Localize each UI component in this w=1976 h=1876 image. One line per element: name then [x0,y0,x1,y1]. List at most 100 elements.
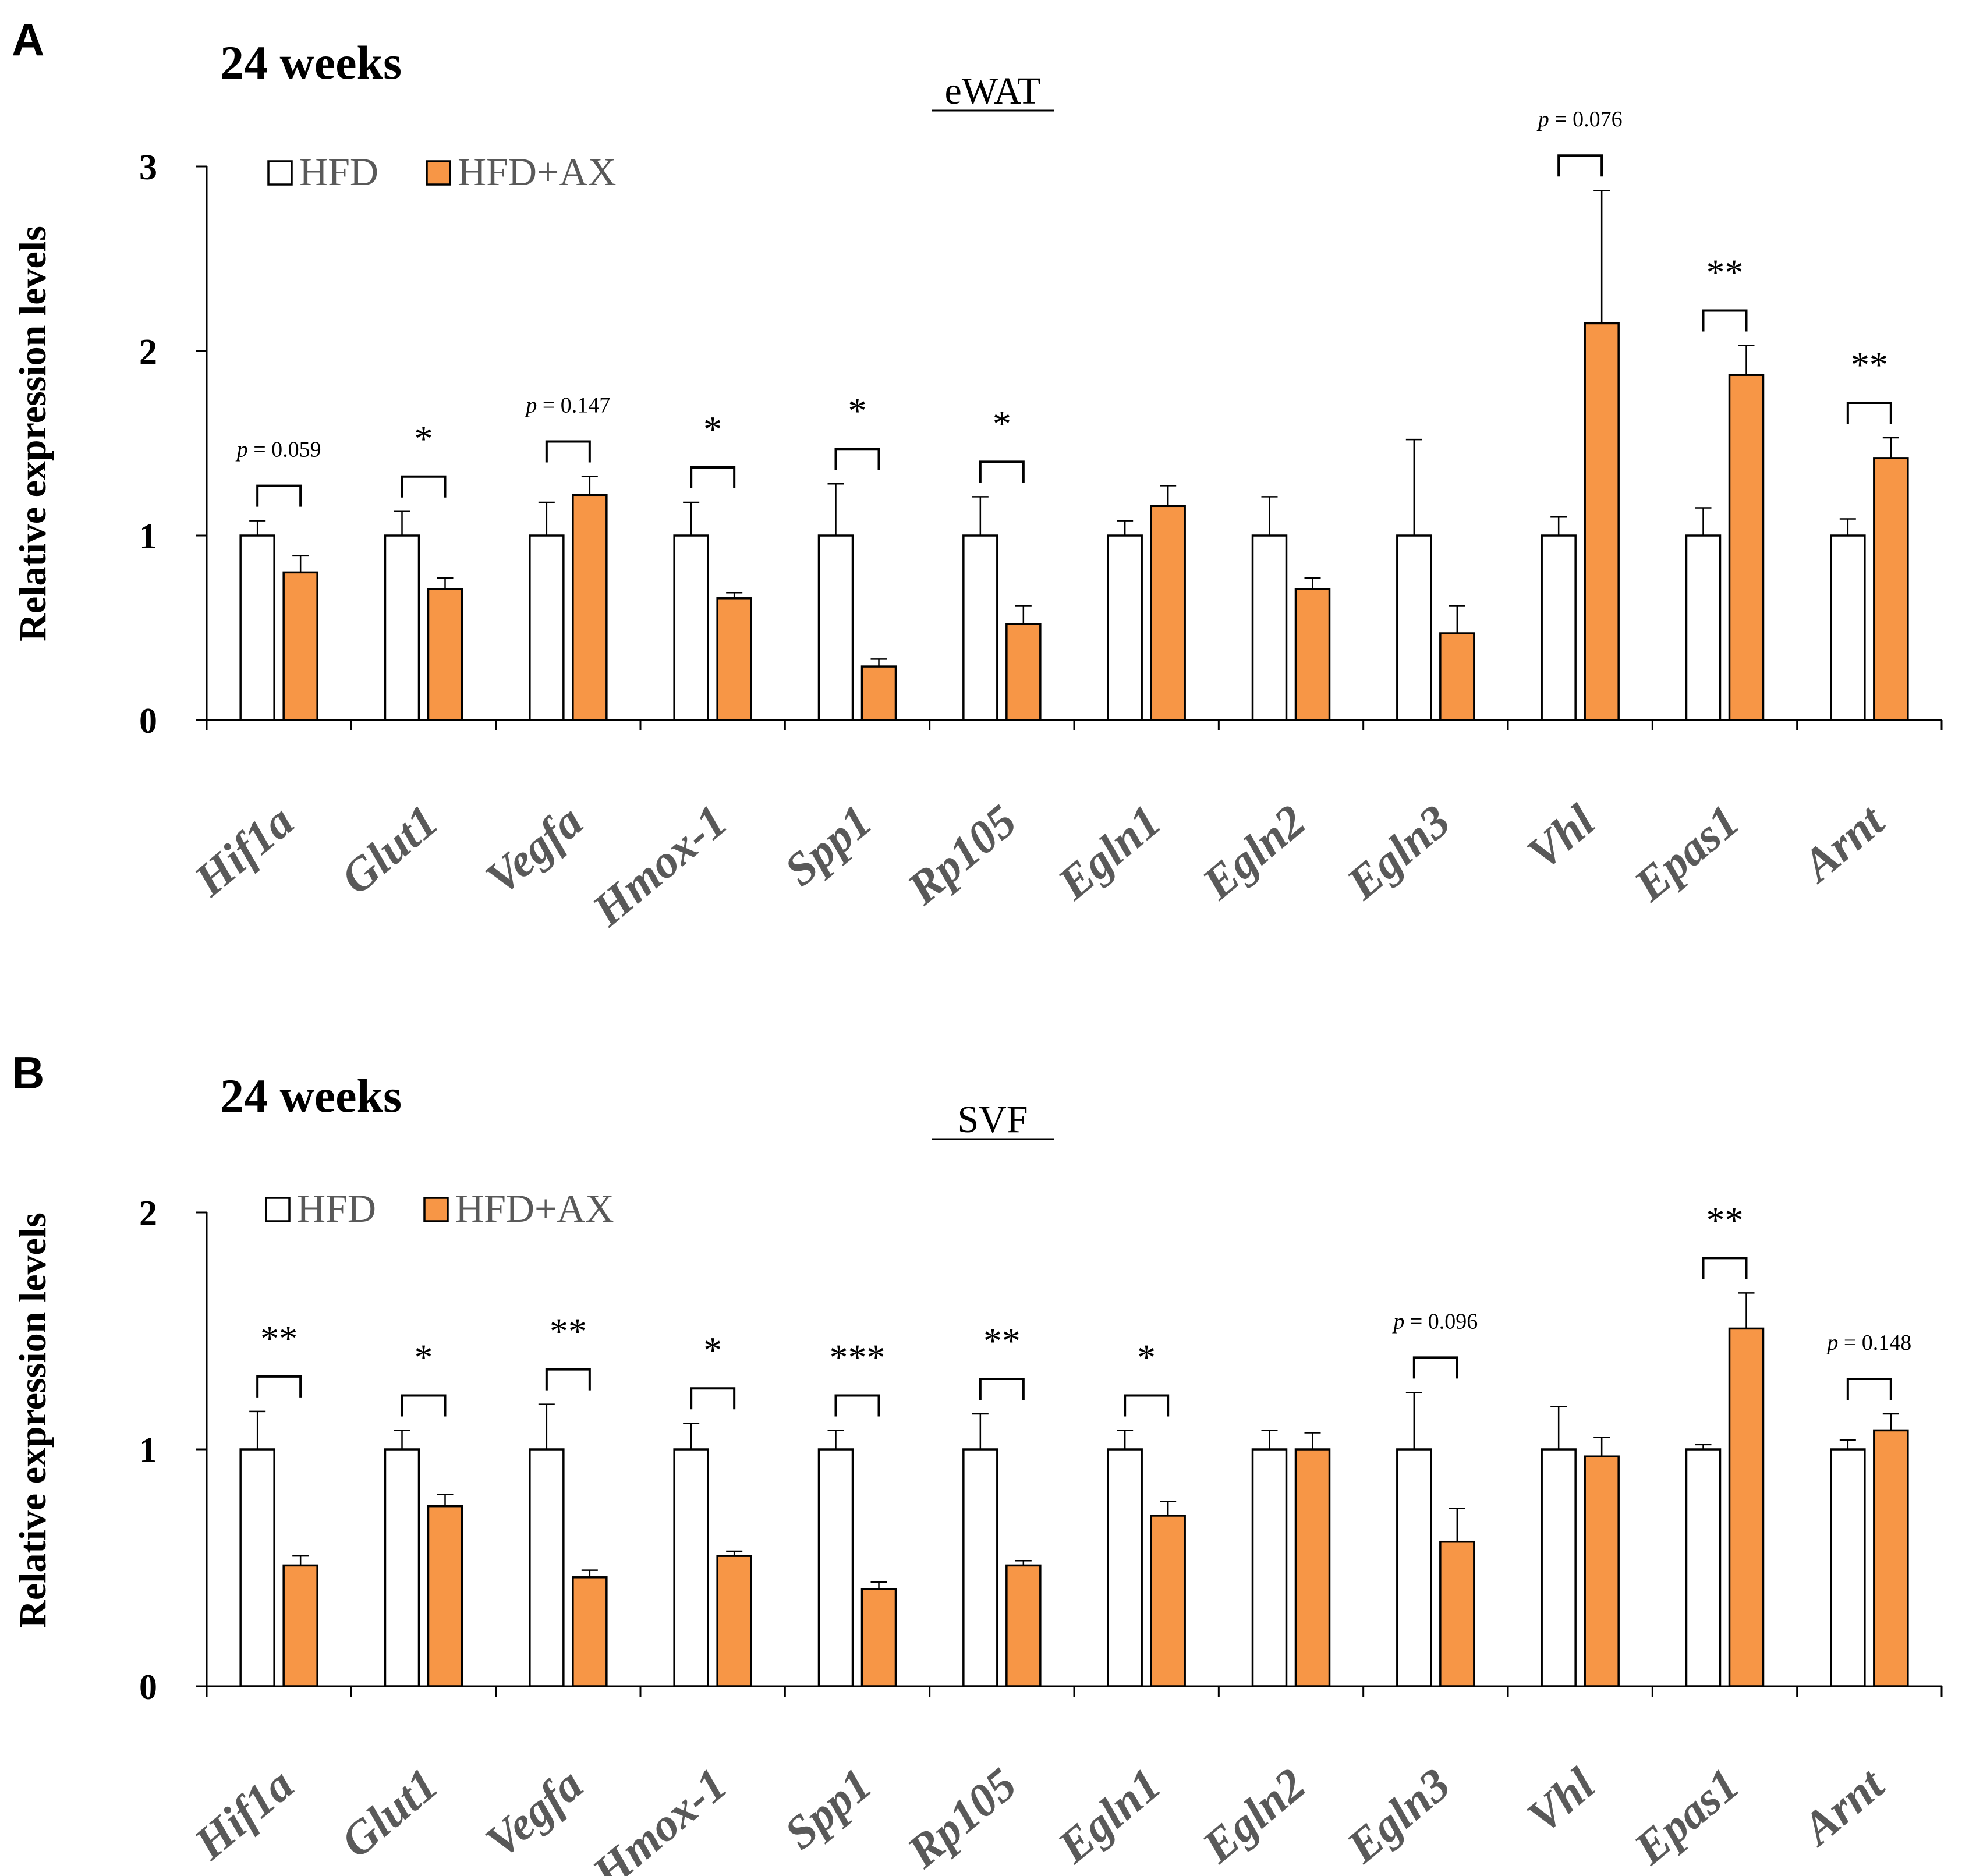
panel-b-bar-hfd-ax [1873,1429,1909,1687]
panel-b-plot: 012Hif1a**Glut1*Vegfa**Hmox-1*Spp1***Rp1… [139,1194,1943,1876]
panel-b-bar-hfd-ax [716,1555,752,1687]
panel-a-y-tick-label: 2 [139,332,157,372]
panel-b-y-tick-label: 0 [139,1668,157,1707]
panel-a-legend-hfd-label: HFD [299,150,378,194]
panel-b-significance-stars: ** [983,1320,1021,1361]
panel-a-x-tick-label: Vhl [1518,795,1605,880]
panel-a-legend-hfd-swatch [267,160,293,186]
panel-a-period: 24 weeks [220,36,402,89]
panel-b-period: 24 weeks [220,1069,402,1122]
panel-b-x-tick-label: Egln3 [1337,1758,1460,1873]
panel-a-bar-hfd-ax [572,494,608,721]
panel-a-bar-hfd-ax [1005,623,1042,721]
panel-a-ylabel: Relative expression levels [12,226,54,641]
panel-a-significance-stars: * [848,390,867,431]
panel-b-x-tick-label: Vhl [1518,1758,1605,1843]
panel-b-y-tick-label: 2 [139,1194,157,1233]
panel-b-bar-hfd [1685,1448,1722,1687]
panel-a-y-tick-label: 3 [139,148,157,187]
panel-b-bar-hfd-ax [1150,1515,1186,1687]
panel-b-bar-hfd-ax [572,1576,608,1687]
panel-b-bar-hfd [1107,1448,1143,1687]
panel-b-significance-bracket [256,1375,302,1398]
panel-b-significance-stars: * [703,1329,722,1371]
panel-a-bar-hfd [529,534,565,721]
panel-a-bar-hfd [1541,534,1577,721]
panel-b-significance-bracket [1846,1377,1892,1400]
panel-b-y-tick-label: 1 [139,1431,157,1470]
panel-b-title: SVF [957,1098,1028,1141]
panel-a-bar-hfd-ax [1728,374,1765,721]
panel-a-letter: A [12,14,44,65]
panel-a-plot: 0 1 2 3 Hif1a p = 0.059 Glut1 * Vegfa p = 0.147 Hm… [139,107,1943,937]
panel-b-x-tick-label: Glut1 [331,1758,448,1867]
panel-a-x-tick-label: Egln2 [1192,795,1315,910]
panel-a-significance-stars: * [415,418,433,459]
panel-a-significance-stars: ** [1706,251,1744,293]
panel-a-bar-hfd [1685,534,1722,721]
panel-b-p-value-label: p = 0.096 [1391,1309,1478,1334]
panel-b-bar-hfd [962,1448,998,1687]
panel-b-bar-hfd-ax [1294,1448,1331,1687]
panel-b-bar-hfd [673,1448,709,1687]
panel-a-y-tick-label: 0 [139,701,157,741]
panel-a-x-tick-label: Vegfa [476,795,593,904]
panel-b-bar-hfd-ax [1005,1564,1042,1687]
panel-b-x-tick-label: Egln1 [1048,1758,1171,1873]
panel-b-significance-bracket [834,1394,880,1417]
panel-a-x-tick-label: Epas1 [1624,795,1749,912]
panel-b-bar-hfd [1541,1448,1577,1687]
panel-b-bar-hfd-ax [1728,1327,1765,1687]
panel-a-significance-bracket [1702,309,1748,332]
panel-b-x-tick-label: Hmox-1 [583,1758,737,1876]
panel-a-bar-hfd-ax [1584,322,1620,721]
panel-a-bar-hfd [962,534,998,721]
panel-a-bar-hfd [239,534,275,721]
panel-a-x-tick-label: Hmox-1 [583,795,737,936]
panel-b-significance-bracket [1702,1257,1748,1279]
panel-b-bar-hfd [529,1448,565,1687]
panel-b-bar-hfd-ax [427,1505,463,1687]
panel-b-letter: B [12,1047,44,1098]
panel-a-significance-stars: * [993,403,1011,444]
panel-b-significance-bracket [401,1394,447,1417]
panel-b-x-tick-label: Egln2 [1192,1758,1315,1873]
panel-a-y-tick-label: 1 [139,517,157,556]
panel-a-legend-ax-swatch [426,160,451,186]
panel-b-significance-stars: ** [550,1311,587,1352]
panel-a-p-value-label: p = 0.147 [524,393,610,418]
panel-a-bar-hfd [1396,534,1432,721]
panel-b-bar-hfd-ax [860,1588,897,1687]
panel-a-x-tick-label: Arnt [1791,795,1894,893]
panel-a-significance-stars: * [703,409,722,450]
panel-a-bar-hfd-ax [1439,632,1475,721]
panel-b-x-tick-label: Hif1a [185,1758,303,1870]
panel-b-bar-hfd [1251,1448,1288,1687]
panel-a-significance-bracket [690,466,736,488]
panel-a-bar-hfd-ax [1294,588,1331,721]
panel-b-significance-bracket [1412,1356,1458,1379]
panel-a-x-tick-label: Spp1 [775,795,881,896]
panel-a-significance-bracket [1846,401,1892,424]
panel-a-bar-hfd-ax [1150,505,1186,721]
panel-a-title: eWAT [945,70,1041,112]
panel-a-x-tick-label: Glut1 [331,795,448,904]
panel-b-significance-stars: ** [1706,1199,1744,1240]
panel-a-bar-hfd-ax [860,665,897,721]
panel-b-bar-hfd-ax [1439,1540,1475,1687]
panel-a-bar-hfd [817,534,854,721]
panel-a-bar-hfd-ax [427,588,463,721]
panel-b-legend-ax-label: HFD+AX [455,1186,614,1230]
panel-a-bar-hfd-ax [1873,457,1909,721]
panel-a-significance-stars: ** [1851,344,1888,385]
panel-b-x-tick-label: Rp105 [898,1758,1026,1876]
panel-b-bar-hfd [1396,1448,1432,1687]
panel-b-bar-hfd [1830,1448,1866,1687]
panel-b-significance-bracket [690,1387,736,1410]
panel-a-x-tick-label: Rp105 [898,795,1026,914]
panel-b-p-value-label: p = 0.148 [1825,1331,1911,1355]
panel-b-significance-stars: * [415,1336,433,1378]
panel-a-p-value-label: p = 0.076 [1536,107,1623,132]
panel-a-x-tick-label: Hif1a [185,795,303,906]
